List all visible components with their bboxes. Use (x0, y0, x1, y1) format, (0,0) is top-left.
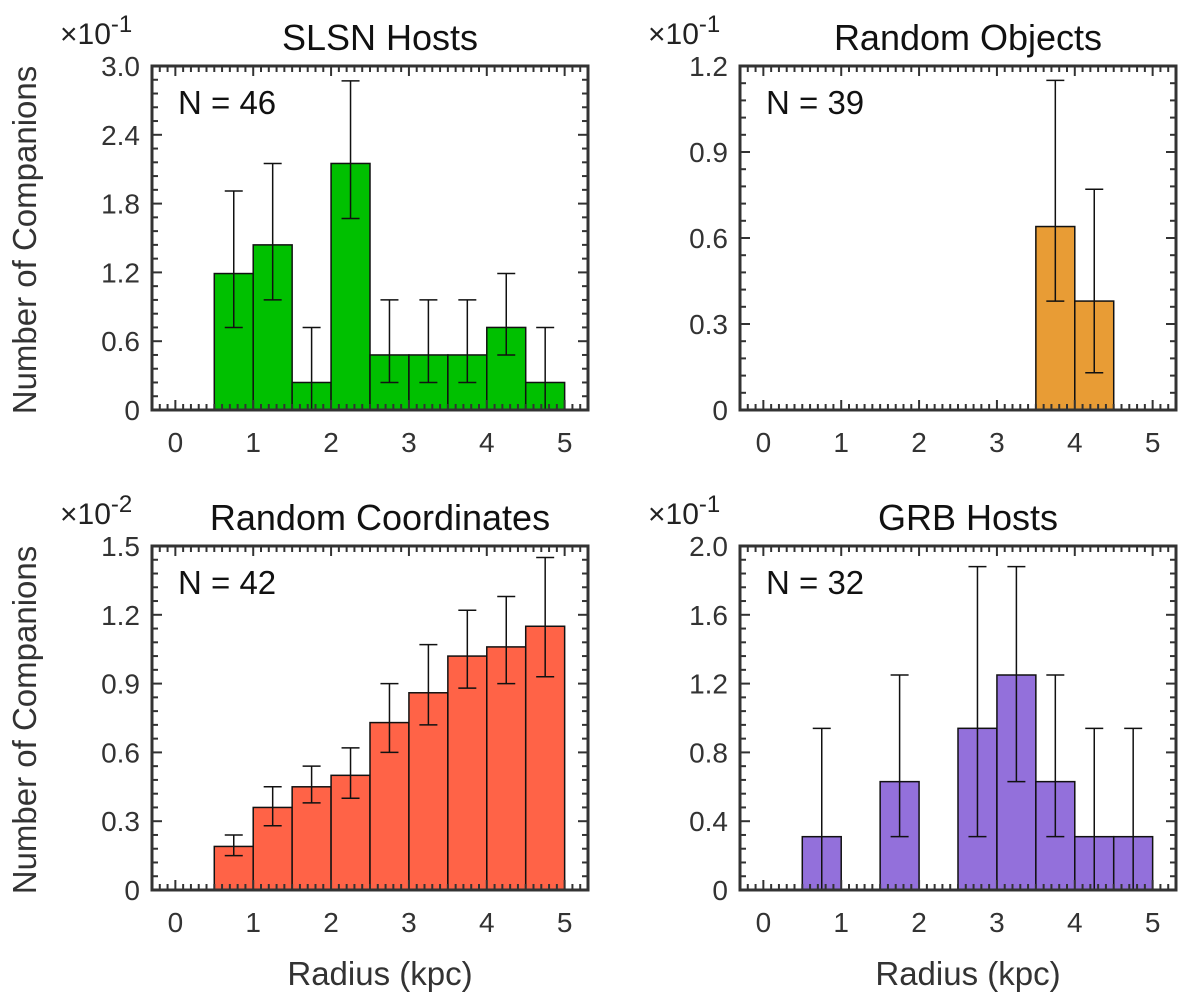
x-tick-label: 5 (557, 427, 573, 458)
sample-size-label: N = 39 (766, 84, 864, 121)
y-tick-label: 1.2 (689, 669, 728, 700)
x-tick-label: 2 (911, 907, 927, 938)
y-scale-factor: ×10-2 (60, 491, 132, 531)
error-bar-2 (224, 834, 243, 857)
y-tick-label: 0 (712, 875, 728, 906)
y-tick-label: 1.2 (101, 257, 140, 288)
panel-title: Random Objects (834, 17, 1102, 58)
y-scale-factor: ×10-1 (648, 491, 720, 531)
x-tick-label: 1 (833, 427, 849, 458)
x-tick-label: 2 (911, 427, 927, 458)
y-scale-factor: ×10-1 (648, 11, 720, 51)
sample-size-label: N = 42 (178, 564, 276, 601)
error-bar-8 (458, 299, 477, 384)
y-scale-exponent: -1 (699, 491, 720, 518)
y-tick-label: 0.6 (101, 326, 140, 357)
x-tick-label: 0 (168, 907, 184, 938)
bar-9 (486, 646, 527, 891)
y-tick-label: 1.8 (101, 189, 140, 220)
error-bar-7 (419, 299, 438, 384)
y-tick-label: 0.4 (689, 806, 728, 837)
error-bar-9 (497, 272, 516, 356)
y-scale-exponent: -1 (699, 11, 720, 38)
x-tick-label: 5 (1145, 907, 1161, 938)
y-scale-exponent: -2 (111, 491, 132, 518)
sample-size-label: N = 46 (178, 84, 276, 121)
sample-size-label: N = 32 (766, 564, 864, 601)
x-axis-label-left: Radius (kpc) (287, 955, 472, 992)
x-tick-label: 4 (1067, 907, 1083, 938)
y-tick-label: 2.4 (101, 120, 140, 151)
error-bar-8 (1046, 79, 1065, 302)
y-tick-label: 1.5 (101, 531, 140, 562)
error-bar-6 (968, 565, 987, 838)
error-bar-7 (1007, 565, 1026, 783)
y-tick-label: 0.3 (101, 806, 140, 837)
y-tick-label: 0.9 (101, 669, 140, 700)
error-bar-6 (380, 299, 399, 384)
x-axis-label-right: Radius (kpc) (875, 955, 1060, 992)
error-bar-9 (1085, 188, 1104, 374)
x-tick-label: 4 (479, 427, 495, 458)
x-tick-label: 4 (1067, 427, 1083, 458)
panel-title: Random Coordinates (210, 497, 550, 538)
error-bar-8 (1046, 674, 1065, 838)
y-scale-factor: ×10-1 (60, 11, 132, 51)
error-bar-5 (341, 747, 360, 800)
y-tick-label: 3.0 (101, 51, 140, 82)
x-tick-label: 0 (168, 427, 184, 458)
x-tick-label: 1 (833, 907, 849, 938)
y-axis-label-bottom: Number of Companions (6, 546, 43, 895)
x-tick-label: 5 (557, 907, 573, 938)
y-scale-exponent: -1 (111, 11, 132, 38)
error-bar-2 (224, 190, 243, 329)
panel-title: GRB Hosts (878, 497, 1058, 538)
bar-4 (291, 786, 332, 891)
error-bar-10 (536, 556, 555, 678)
panel-title: SLSN Hosts (282, 17, 478, 58)
y-tick-label: 0.3 (689, 309, 728, 340)
y-tick-label: 1.2 (101, 600, 140, 631)
y-tick-label: 0.6 (689, 223, 728, 254)
error-bar-4 (302, 765, 321, 804)
y-tick-label: 0 (712, 395, 728, 426)
panel-1: 0 1 2 3 4 5 0 0.6 1.2 1.8 2.4 3.0 SLSN Hosts ×10-1 N =… (60, 11, 590, 458)
error-bar-3 (263, 162, 282, 301)
x-tick-label: 3 (989, 427, 1005, 458)
y-tick-label: 0.8 (689, 737, 728, 768)
x-tick-label: 0 (756, 907, 772, 938)
panel-3: 0 1 2 3 4 5 0 0.3 0.6 0.9 1.2 1.5 Random Coordinates… (60, 491, 590, 938)
y-axis-label-top: Number of Companions (6, 66, 43, 415)
x-tick-label: 1 (245, 907, 261, 938)
x-tick-label: 0 (756, 427, 772, 458)
x-tick-label: 3 (401, 907, 417, 938)
bar-8 (447, 655, 488, 891)
x-tick-label: 2 (323, 907, 339, 938)
x-tick-label: 1 (245, 427, 261, 458)
y-tick-label: 1.6 (689, 600, 728, 631)
y-tick-label: 2.0 (689, 531, 728, 562)
x-tick-label: 4 (479, 907, 495, 938)
error-bar-9 (497, 595, 516, 685)
y-tick-label: 0 (124, 875, 140, 906)
x-tick-label: 3 (401, 427, 417, 458)
x-tick-label: 2 (323, 427, 339, 458)
error-bar-7 (419, 643, 438, 726)
error-bar-4 (890, 674, 909, 838)
y-tick-label: 0.6 (101, 737, 140, 768)
y-tick-label: 0 (124, 395, 140, 426)
x-tick-label: 3 (989, 907, 1005, 938)
y-tick-label: 1.2 (689, 51, 728, 82)
error-bar-8 (458, 609, 477, 689)
panels: 0 1 2 3 4 5 0 0.6 1.2 1.8 2.4 3.0 SLSN Hosts ×10-1 N =… (60, 11, 1178, 938)
error-bar-6 (380, 682, 399, 754)
x-tick-label: 5 (1145, 427, 1161, 458)
y-tick-label: 0.9 (689, 137, 728, 168)
panel-2: 0 1 2 3 4 5 0 0.3 0.6 0.9 1.2 Random Objects ×10-1 N … (648, 11, 1178, 458)
panel-4: 0 1 2 3 4 5 0 0.4 0.8 1.2 1.6 2.0 GRB Hosts ×10-1 N = … (648, 491, 1178, 938)
error-bar-3 (263, 786, 282, 827)
error-bar-5 (341, 80, 360, 220)
